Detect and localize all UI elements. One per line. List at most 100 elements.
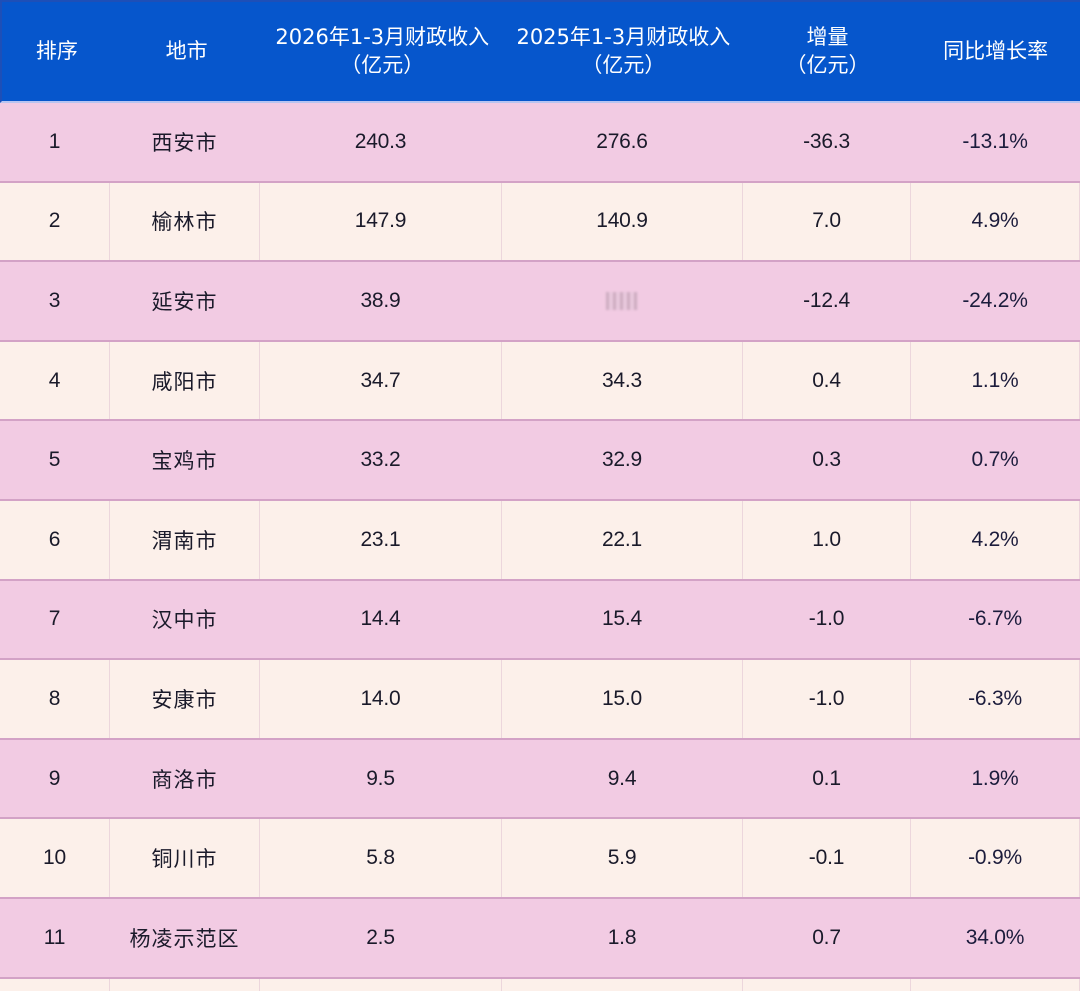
cell-revenue-2026: 14.4 xyxy=(360,607,401,631)
cell-revenue-2026: 240.3 xyxy=(354,129,407,153)
cell-yoy: 4.2% xyxy=(911,500,1080,579)
cell-rank: 3 xyxy=(48,288,61,312)
cell-revenue-2025: 140.9 xyxy=(502,182,743,261)
cell-revenue-2025: 15.0 xyxy=(502,660,743,738)
cell-city: 榆林市 xyxy=(110,182,260,261)
table-header: 排序 地市 2026年1-3月财政收入 （亿元） 2025年1-3月财政收入 （… xyxy=(0,0,1080,103)
cell-rank: 7 xyxy=(48,607,61,631)
partial-cell xyxy=(743,978,911,991)
cell-city: 杨凌示范区 xyxy=(129,926,240,951)
header-delta-unit: （亿元） xyxy=(785,52,870,77)
cell-delta: 0.1 xyxy=(812,766,841,790)
cell-revenue-2025: 34.3 xyxy=(502,341,743,420)
table-row: 2 榆林市 147.9 140.9 7.0 4.9% xyxy=(0,182,1080,263)
cell-yoy: -6.7% xyxy=(968,607,1022,631)
cell-revenue-2026: 9.5 xyxy=(366,766,395,790)
header-revenue-2026-label: 2026年1-3月财政收入 xyxy=(275,24,490,49)
cell-yoy: -13.1% xyxy=(962,129,1028,153)
table-row: 9 商洛市 9.5 9.4 0.1 1.9% xyxy=(0,739,1080,820)
cell-delta: 0.3 xyxy=(812,448,841,472)
cell-revenue-2026: 147.9 xyxy=(260,182,502,261)
cell-yoy: 0.7% xyxy=(971,448,1019,472)
cell-delta: -0.1 xyxy=(743,819,911,897)
table-row: 4 咸阳市 34.7 34.3 0.4 1.1% xyxy=(0,341,1080,422)
cell-yoy: -24.2% xyxy=(962,288,1028,312)
cell-rank: 11 xyxy=(43,925,66,949)
header-revenue-2026: 2026年1-3月财政收入 （亿元） xyxy=(262,2,504,101)
cell-city: 汉中市 xyxy=(151,608,218,633)
cell-city: 咸阳市 xyxy=(110,341,260,420)
partial-cell xyxy=(110,978,260,991)
header-rank-label: 排序 xyxy=(35,38,78,63)
cell-rank: 10 xyxy=(0,819,110,897)
cell-revenue-2026: 14.0 xyxy=(260,660,502,738)
header-revenue-2025-unit: （亿元） xyxy=(581,52,666,77)
cell-revenue-2025: 22.1 xyxy=(502,500,743,579)
partial-cell xyxy=(0,978,110,991)
cell-revenue-2026: 33.2 xyxy=(360,448,401,472)
cell-yoy: 4.9% xyxy=(911,182,1080,261)
partial-cell xyxy=(260,978,502,991)
partial-cell xyxy=(911,978,1080,991)
cell-yoy: 1.1% xyxy=(911,341,1080,420)
cell-revenue-2025: 9.4 xyxy=(607,766,637,790)
header-rank: 排序 xyxy=(2,2,112,101)
cell-revenue-2026: 38.9 xyxy=(360,288,401,312)
cell-city: 延安市 xyxy=(151,289,218,314)
header-revenue-2025: 2025年1-3月财政收入 （亿元） xyxy=(503,2,744,101)
cell-city: 铜川市 xyxy=(110,819,260,897)
partial-cell xyxy=(502,978,743,991)
header-revenue-2025-label: 2025年1-3月财政收入 xyxy=(516,24,731,49)
cell-delta: -1.0 xyxy=(808,607,845,631)
cell-city: 安康市 xyxy=(110,660,260,738)
header-city-label: 地市 xyxy=(165,38,208,63)
table-row: 10 铜川市 5.8 5.9 -0.1 -0.9% xyxy=(0,819,1080,899)
cell-rank: 8 xyxy=(0,660,110,738)
cell-revenue-2025: 1.8 xyxy=(607,925,637,949)
cell-revenue-2026: 23.1 xyxy=(260,500,502,579)
cell-yoy: -0.9% xyxy=(911,819,1080,897)
cell-delta: -12.4 xyxy=(803,288,850,312)
table-row: 11 杨凌示范区 2.5 1.8 0.7 34.0% xyxy=(0,898,1080,979)
header-delta: 增量 （亿元） xyxy=(744,2,912,101)
cell-rank: 2 xyxy=(0,182,110,261)
table-row: 3 延安市 38.9 -12.4 -24.2% xyxy=(0,262,1080,342)
header-revenue-2026-unit: （亿元） xyxy=(340,52,425,77)
cell-rank: 9 xyxy=(48,766,61,790)
cell-city: 渭南市 xyxy=(110,500,260,579)
cell-delta: 0.4 xyxy=(743,341,911,420)
table-row: 8 安康市 14.0 15.0 -1.0 -6.3% xyxy=(0,660,1080,740)
cell-rank: 1 xyxy=(48,129,61,153)
cell-rank: 6 xyxy=(0,500,110,579)
cell-revenue-2026: 5.8 xyxy=(260,819,502,897)
cell-city: 西安市 xyxy=(151,130,218,155)
table-row: 6 渭南市 23.1 22.1 1.0 4.2% xyxy=(0,500,1080,581)
cell-revenue-2025: 276.6 xyxy=(596,129,648,153)
cell-revenue-2026: 34.7 xyxy=(260,341,502,420)
header-yoy-label: 同比增长率 xyxy=(943,38,1049,63)
header-city: 地市 xyxy=(112,2,262,101)
header-delta-label: 增量 xyxy=(806,24,849,49)
header-yoy: 同比增长率 xyxy=(911,2,1080,101)
table-row: 5 宝鸡市 33.2 32.9 0.3 0.7% xyxy=(0,421,1080,501)
cell-city: 宝鸡市 xyxy=(151,449,218,474)
cell-yoy: 1.9% xyxy=(971,766,1019,790)
cell-revenue-2025: 32.9 xyxy=(601,448,643,472)
cell-city: 商洛市 xyxy=(151,767,218,792)
partial-table-row xyxy=(0,978,1080,991)
cell-revenue-2025-obscured xyxy=(502,262,743,340)
cell-revenue-2025: 5.9 xyxy=(502,819,743,897)
table-row: 7 汉中市 14.4 15.4 -1.0 -6.7% xyxy=(0,580,1080,661)
cell-yoy: 34.0% xyxy=(965,925,1025,949)
table-row: 1 西安市 240.3 276.6 -36.3 -13.1% xyxy=(0,103,1080,183)
blurred-value-mask xyxy=(606,291,638,310)
cell-delta: -36.3 xyxy=(803,129,850,153)
cell-yoy: -6.3% xyxy=(911,660,1080,738)
cell-rank: 5 xyxy=(48,448,61,472)
cell-delta: -1.0 xyxy=(743,660,911,738)
cell-delta: 7.0 xyxy=(743,182,911,261)
cell-rank: 4 xyxy=(0,341,110,420)
cell-revenue-2026: 2.5 xyxy=(366,925,395,949)
cell-delta: 1.0 xyxy=(743,500,911,579)
